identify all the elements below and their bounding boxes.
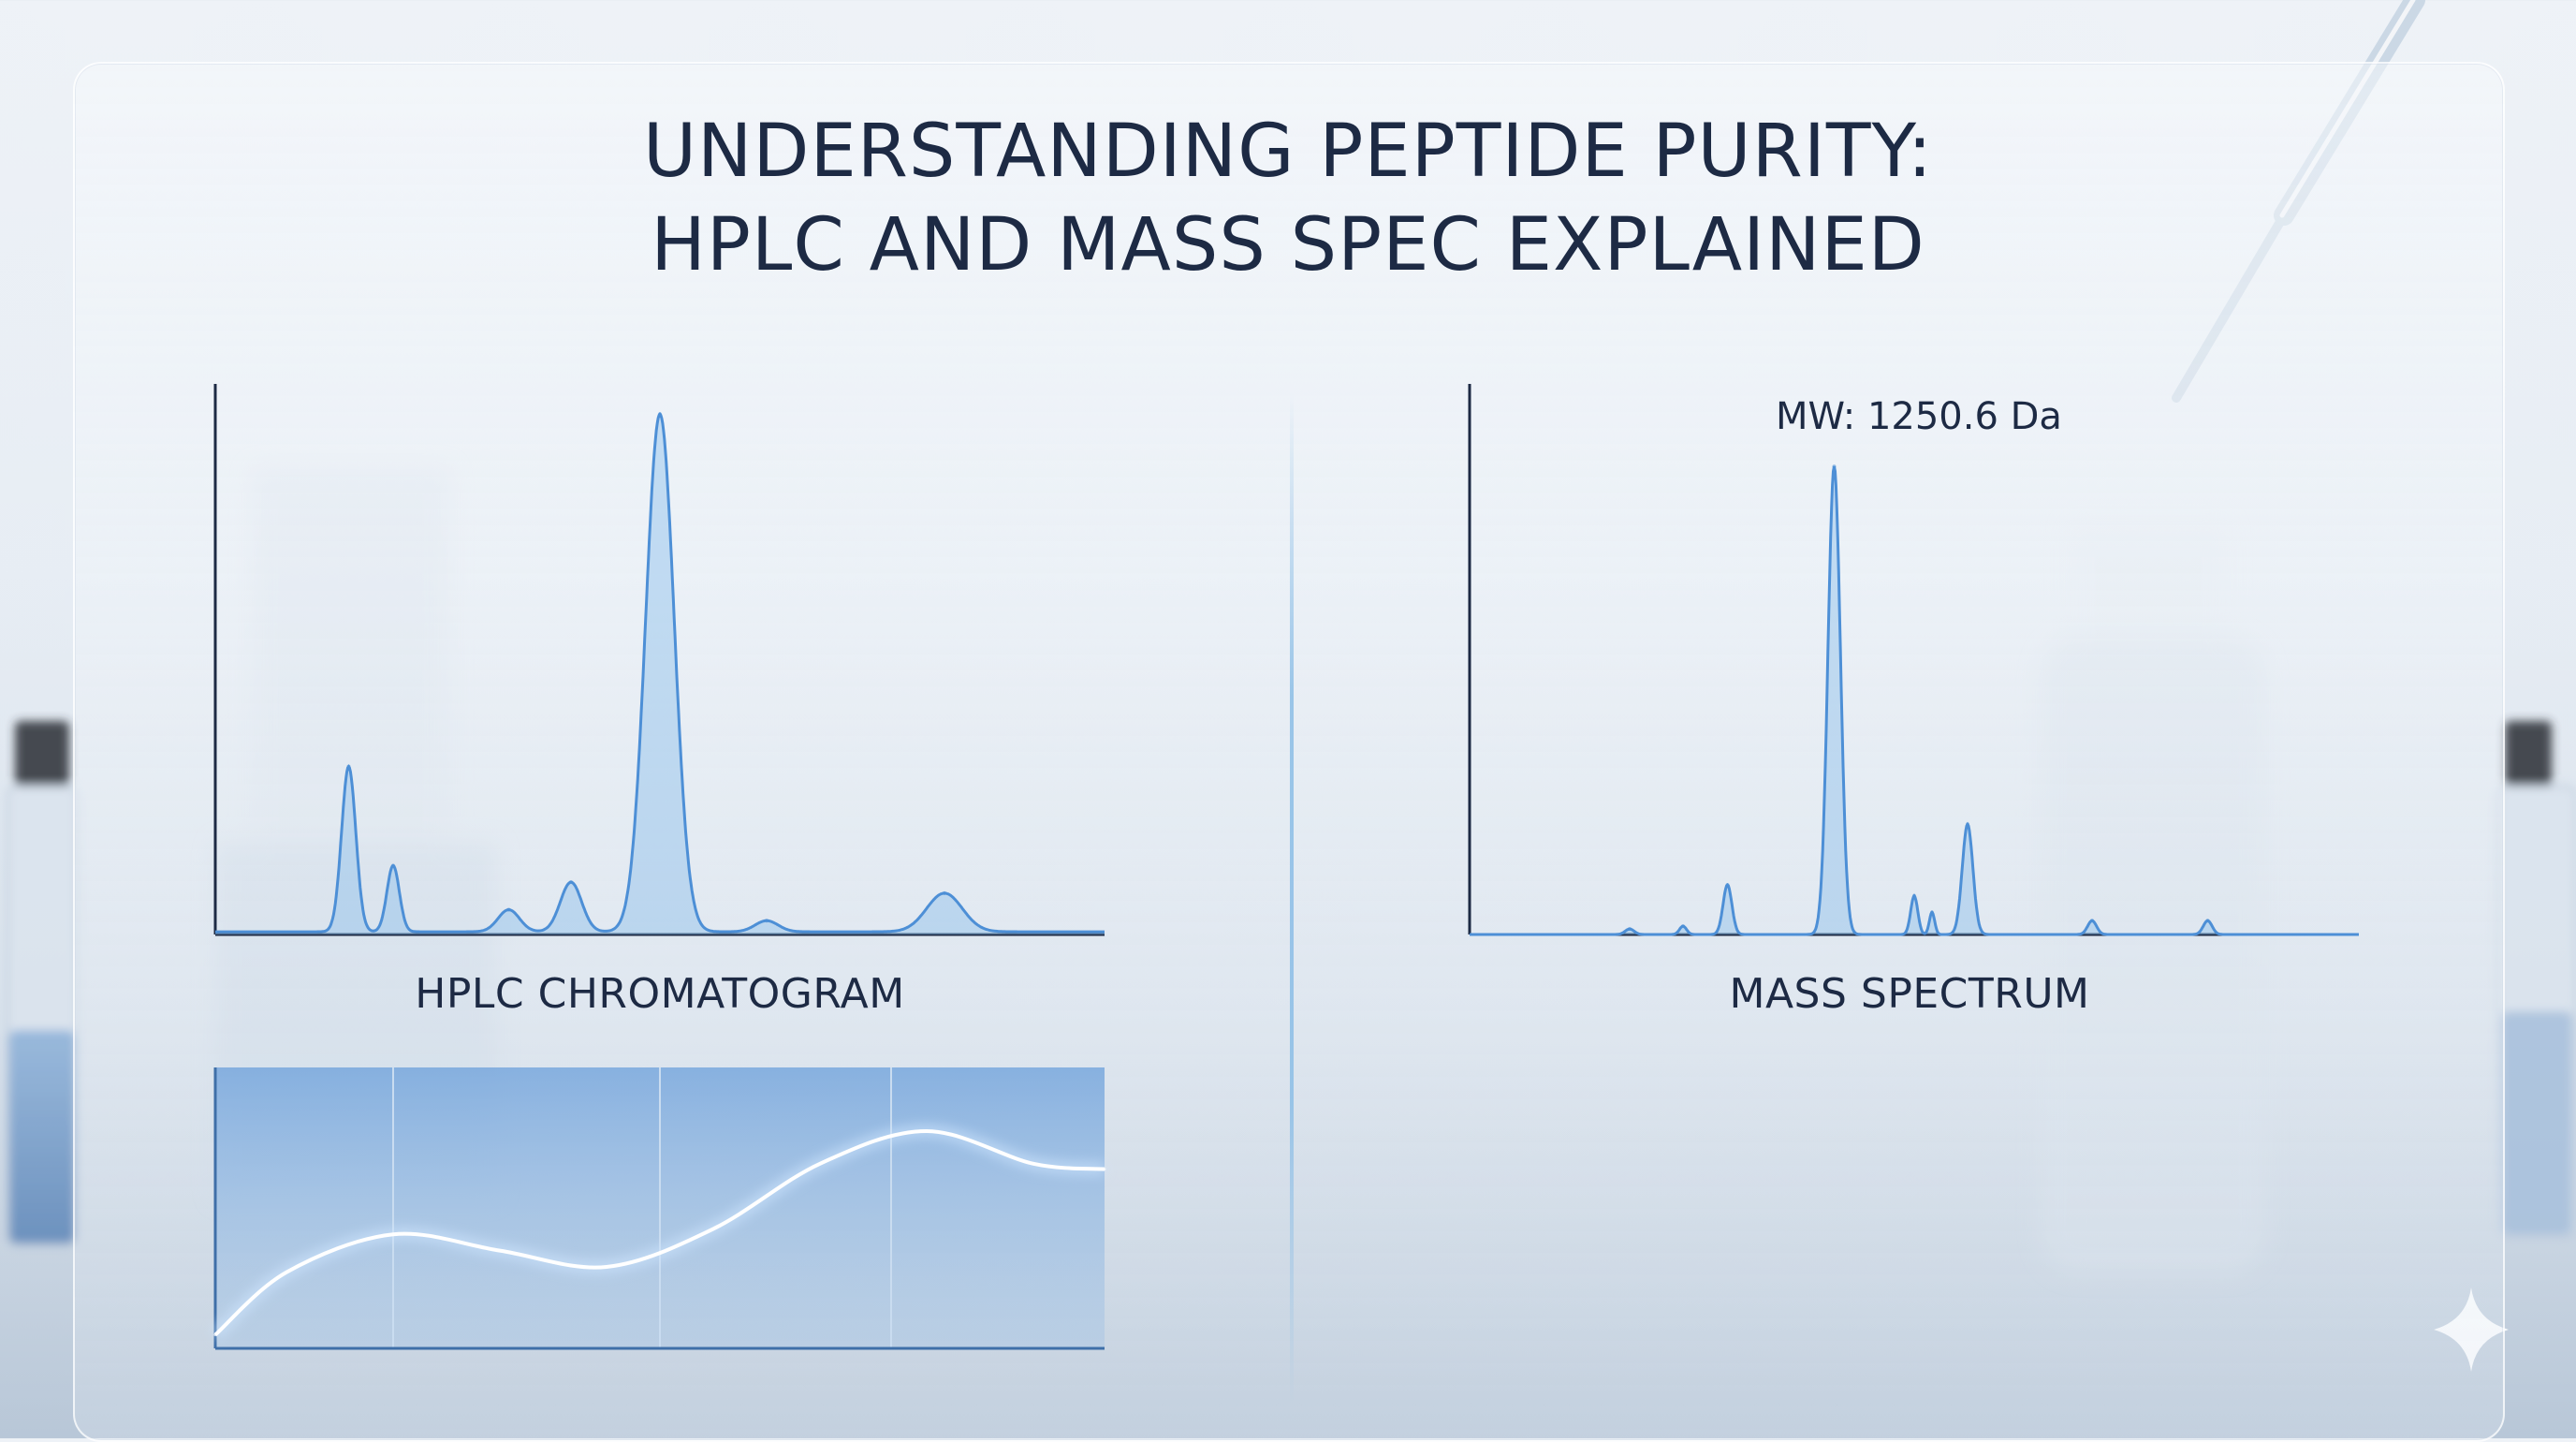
trend-point-9	[1032, 1162, 1035, 1166]
ms-peak-1	[1628, 927, 1632, 932]
trend-line	[213, 1128, 1105, 1337]
ms-peak-annotation: MW: 1250.6 Da	[1776, 395, 2062, 438]
vial-left	[6, 721, 79, 1247]
trend-point-8	[925, 1129, 929, 1133]
hplc-caption: HPLC CHROMATOGRAM	[415, 970, 905, 1018]
ms-peak-7	[1966, 822, 1969, 827]
trend-point-6	[711, 1227, 715, 1230]
hplc-peak-6	[765, 919, 768, 923]
title-line-1: UNDERSTANDING PEPTIDE PURITY:	[642, 110, 1934, 194]
hplc-peak-1	[346, 764, 351, 769]
trend-chart	[211, 1067, 1106, 1350]
ms-trace-line	[1470, 465, 2359, 936]
ms-caption: MASS SPECTRUM	[1729, 970, 2090, 1018]
ms-peak-9	[2205, 919, 2210, 923]
trend-point-3	[391, 1232, 395, 1236]
hplc-trace-fill	[215, 414, 1105, 934]
title-line-2: HPLC AND MASS SPEC EXPLAINED	[651, 203, 1925, 287]
trend-gridlines	[392, 1067, 892, 1348]
ms-peak-3	[1725, 883, 1730, 888]
center-divider	[1290, 393, 1294, 1405]
ms-trace-fill	[1470, 466, 2359, 934]
vial-right	[2496, 721, 2576, 1238]
ms-peak-5	[1912, 893, 1916, 898]
ms-chart	[1468, 384, 2359, 936]
trend-point-10	[1103, 1168, 1106, 1171]
hplc-peak-4	[569, 880, 573, 885]
hplc-peak-2	[391, 863, 395, 868]
hplc-chart	[213, 384, 1105, 936]
hplc-peak-5	[658, 412, 662, 417]
trend-point-4	[498, 1249, 502, 1253]
trend-point-7	[818, 1162, 822, 1166]
hplc-peak-7	[943, 890, 946, 895]
ms-peak-6	[1930, 910, 1934, 915]
trend-point-5	[605, 1265, 608, 1269]
ms-peak-2	[1681, 924, 1685, 929]
ms-peak-8	[2090, 919, 2094, 923]
page-title: UNDERSTANDING PEPTIDE PURITY: HPLC AND M…	[0, 105, 2576, 292]
trend-point-2	[285, 1271, 288, 1274]
ms-peak-4	[1832, 464, 1837, 469]
trend-point-1	[213, 1333, 217, 1336]
hplc-peak-3	[506, 907, 511, 912]
